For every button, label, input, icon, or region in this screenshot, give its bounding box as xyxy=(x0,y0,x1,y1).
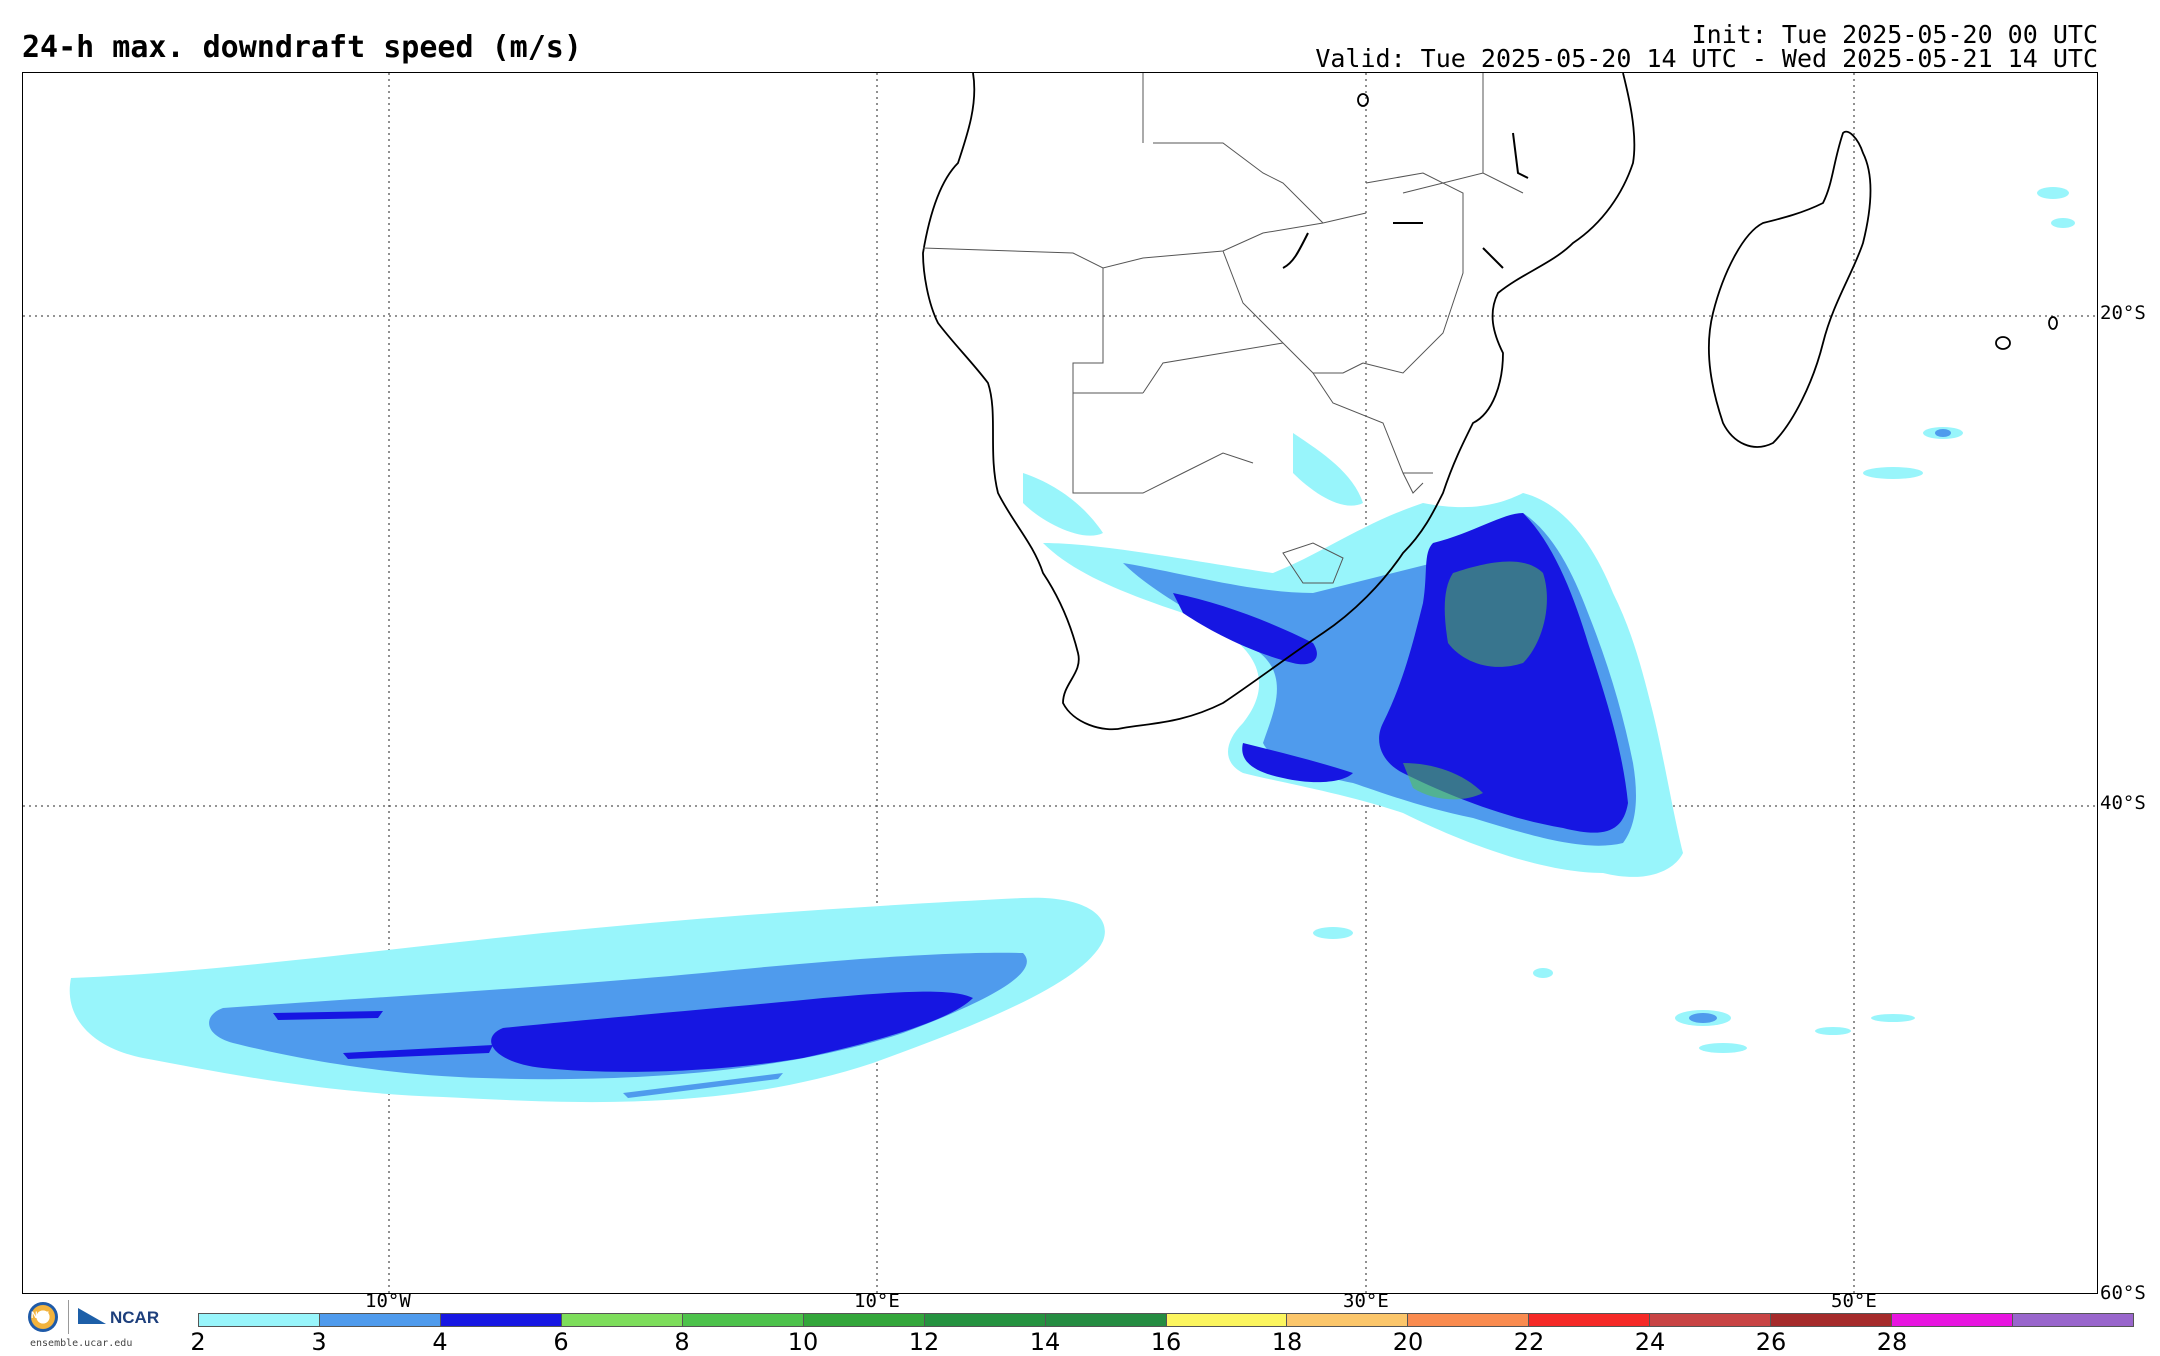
colorbar-segment xyxy=(1771,1314,1893,1326)
colorbar-segment xyxy=(319,1314,441,1326)
lakes xyxy=(1282,132,1529,269)
ncar-logo-icon xyxy=(78,1308,106,1324)
map-panel[interactable] xyxy=(22,72,2098,1294)
colorbar-segment xyxy=(1650,1314,1772,1326)
lon-label-10w: 10°W xyxy=(365,1290,411,1312)
colorbar-segment xyxy=(1529,1314,1651,1326)
colorbar-segment xyxy=(561,1314,683,1326)
colorbar-segment xyxy=(803,1314,925,1326)
nsf-logo-icon xyxy=(28,1302,58,1332)
coastlines xyxy=(922,73,2058,731)
colorbar-tick-label: 2 xyxy=(190,1328,206,1356)
downdraft-streak-southwest xyxy=(69,897,1105,1103)
colorbar-segment xyxy=(924,1314,1046,1326)
lon-label-30e: 30°E xyxy=(1343,1290,1389,1312)
map-canvas xyxy=(23,73,2097,1293)
lon-label-10e: 10°E xyxy=(854,1290,900,1312)
colorbar-segment xyxy=(682,1314,804,1326)
colorbar-tick-label: 3 xyxy=(311,1328,327,1356)
colorbar-segment xyxy=(2013,1314,2133,1326)
ncar-logo-text: NCAR xyxy=(110,1308,160,1327)
lat-label-40s: 40°S xyxy=(2100,792,2146,814)
graticule xyxy=(23,73,2097,1293)
valid-time: Valid: Tue 2025-05-20 14 UTC - Wed 2025-… xyxy=(1315,44,2098,73)
logo-url[interactable]: ensemble.ucar.edu xyxy=(30,1338,133,1349)
downdraft-scatter-dark xyxy=(1689,429,1951,1023)
lat-label-60s: 60°S xyxy=(2100,1282,2146,1304)
colorbar-tick-label: 20 xyxy=(1392,1328,1424,1356)
lon-label-50e: 50°E xyxy=(1831,1290,1877,1312)
colorbar-tick-label: 24 xyxy=(1634,1328,1666,1356)
colorbar-tick-label: 10 xyxy=(787,1328,819,1356)
nsf-logo-text: NSF xyxy=(31,1310,49,1320)
colorbar-tick-label: 18 xyxy=(1271,1328,1303,1356)
country-borders xyxy=(922,73,1524,584)
init-time: Init: Tue 2025-05-20 00 UTC xyxy=(1691,20,2098,49)
downdraft-cluster-southafrica xyxy=(1023,433,1683,877)
colorbar-segment xyxy=(1166,1314,1288,1326)
logo-divider xyxy=(68,1300,69,1334)
colorbar-tick-label: 14 xyxy=(1029,1328,1061,1356)
colorbar-segment xyxy=(1045,1314,1167,1326)
colorbar-segment xyxy=(1287,1314,1409,1326)
lat-label-20s: 20°S xyxy=(2100,302,2146,324)
colorbar-segment xyxy=(1408,1314,1530,1326)
colorbar-segment xyxy=(1892,1314,2014,1326)
colorbar-tick-label: 28 xyxy=(1876,1328,1908,1356)
colorbar-segment xyxy=(199,1314,320,1326)
colorbar-tick-label: 22 xyxy=(1513,1328,1545,1356)
colorbar-tick-label: 4 xyxy=(432,1328,448,1356)
colorbar-tick-label: 8 xyxy=(674,1328,690,1356)
colorbar-segment xyxy=(440,1314,562,1326)
colorbar xyxy=(198,1313,2134,1327)
colorbar-tick-label: 6 xyxy=(553,1328,569,1356)
map-title: 24-h max. downdraft speed (m/s) xyxy=(22,30,582,65)
colorbar-tick-label: 12 xyxy=(908,1328,940,1356)
colorbar-tick-label: 16 xyxy=(1150,1328,1182,1356)
colorbar-tick-label: 26 xyxy=(1755,1328,1787,1356)
logo-area: NSF NCAR ensemble.ucar.edu xyxy=(22,1298,162,1350)
